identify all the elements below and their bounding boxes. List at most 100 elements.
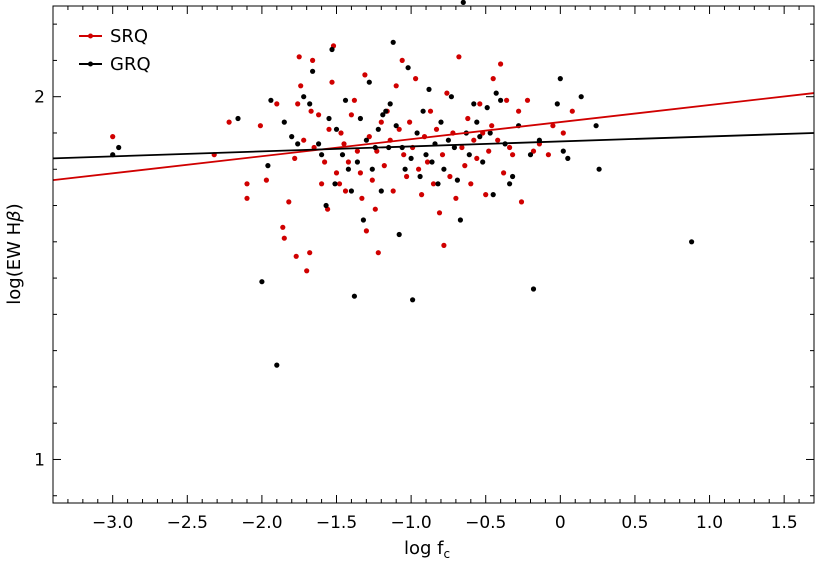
data-point-srq (456, 54, 462, 60)
y-axis-title-symbol: β (4, 210, 25, 223)
data-point-grq (414, 130, 420, 136)
fit-line-srq (52, 92, 815, 182)
data-point-grq (509, 173, 516, 180)
data-point-srq (465, 115, 471, 122)
series-layer (52, 0, 815, 368)
data-point-srq (447, 173, 453, 180)
data-point-grq (557, 76, 563, 82)
data-point-grq (360, 217, 366, 223)
data-point-grq (417, 173, 423, 180)
data-point-srq (281, 235, 287, 241)
x-tick-label: 1.5 (771, 513, 798, 533)
y-tick-label: 2 (34, 88, 45, 108)
data-point-srq (263, 177, 269, 183)
data-point-srq (319, 181, 325, 187)
data-point-grq (339, 152, 346, 158)
data-point-srq (351, 97, 357, 103)
data-point-grq (307, 101, 313, 107)
data-point-grq (378, 188, 384, 194)
data-point-srq (501, 170, 507, 176)
data-point-srq (304, 268, 310, 274)
data-point-srq (483, 192, 489, 198)
data-point-srq (333, 170, 340, 176)
data-point-srq (310, 57, 316, 64)
data-point-srq (336, 181, 343, 187)
data-point-grq (435, 181, 441, 187)
data-point-srq (453, 195, 459, 201)
data-point-grq (323, 202, 329, 209)
ticks-layer: −3.0 −2.5 −2.0 −1.5 −1.0 −0.5 0 0.5 1.0 1.5 1 2 (34, 6, 815, 533)
data-point-grq (375, 126, 381, 132)
data-point-srq (495, 137, 501, 143)
data-point-srq (381, 163, 387, 169)
data-point-grq (348, 188, 354, 194)
data-point-grq (316, 141, 322, 147)
data-point-srq (486, 148, 492, 154)
data-point-srq (444, 90, 450, 96)
data-point-grq (554, 101, 560, 107)
data-point-grq (354, 159, 360, 165)
data-point-grq (480, 159, 486, 165)
data-point-srq (375, 250, 381, 256)
data-point-grq (530, 286, 537, 292)
data-point-grq (451, 144, 457, 151)
data-point-srq (462, 163, 468, 169)
data-point-grq (259, 279, 265, 285)
data-point-srq (404, 173, 410, 180)
x-axis-title-subscript: c (443, 547, 450, 560)
data-point-srq (399, 57, 405, 64)
data-point-srq (433, 126, 440, 132)
x-tick-label: −2.5 (167, 513, 208, 533)
data-point-grq (357, 115, 363, 122)
data-point-grq (310, 68, 316, 74)
data-point-grq (345, 166, 351, 172)
data-point-grq (235, 115, 241, 122)
data-point-grq (396, 231, 402, 238)
data-point-srq (524, 97, 531, 103)
data-point-srq (390, 188, 396, 194)
data-point-grq (366, 79, 372, 85)
data-point-srq (504, 97, 510, 103)
x-tick-label: 0 (555, 513, 566, 533)
data-point-grq (295, 141, 301, 147)
plot-frame (52, 5, 815, 504)
data-point-srq (427, 108, 434, 114)
data-point-srq (545, 152, 552, 158)
data-point-srq (369, 177, 375, 183)
data-point-srq (401, 152, 407, 158)
data-point-srq (244, 195, 250, 201)
data-point-grq (289, 134, 295, 140)
data-point-grq (471, 101, 477, 107)
legend-entry-srq: SRQ (79, 26, 148, 47)
legend-label-grq: GRQ (110, 54, 151, 75)
data-point-srq (363, 228, 369, 234)
series-grq (110, 0, 695, 368)
data-point-srq (518, 199, 525, 205)
data-point-srq (441, 242, 447, 248)
data-point-srq (507, 144, 513, 151)
legend-marker-grq (88, 61, 93, 67)
x-tick-label: −0.5 (465, 513, 506, 533)
data-point-srq (550, 123, 556, 129)
x-tick-label: −1.0 (390, 513, 431, 533)
data-point-srq (569, 108, 575, 114)
data-point-grq (445, 137, 451, 143)
data-point-srq (477, 101, 483, 107)
data-point-srq (301, 137, 307, 143)
data-point-grq (319, 152, 325, 158)
data-point-srq (416, 166, 422, 172)
data-point-grq (578, 94, 584, 100)
data-point-grq (301, 94, 307, 100)
x-tick-label: −1.5 (316, 513, 357, 533)
data-point-srq (530, 148, 537, 154)
data-point-grq (405, 65, 411, 71)
data-point-grq (387, 101, 393, 107)
data-point-srq (378, 119, 384, 125)
y-axis-title: log(EW Hβ) (4, 203, 25, 304)
data-point-grq (383, 108, 389, 114)
x-axis-title: log fc (404, 538, 450, 560)
data-point-grq (429, 159, 435, 165)
data-point-grq (484, 105, 490, 111)
data-point-grq (116, 144, 122, 151)
